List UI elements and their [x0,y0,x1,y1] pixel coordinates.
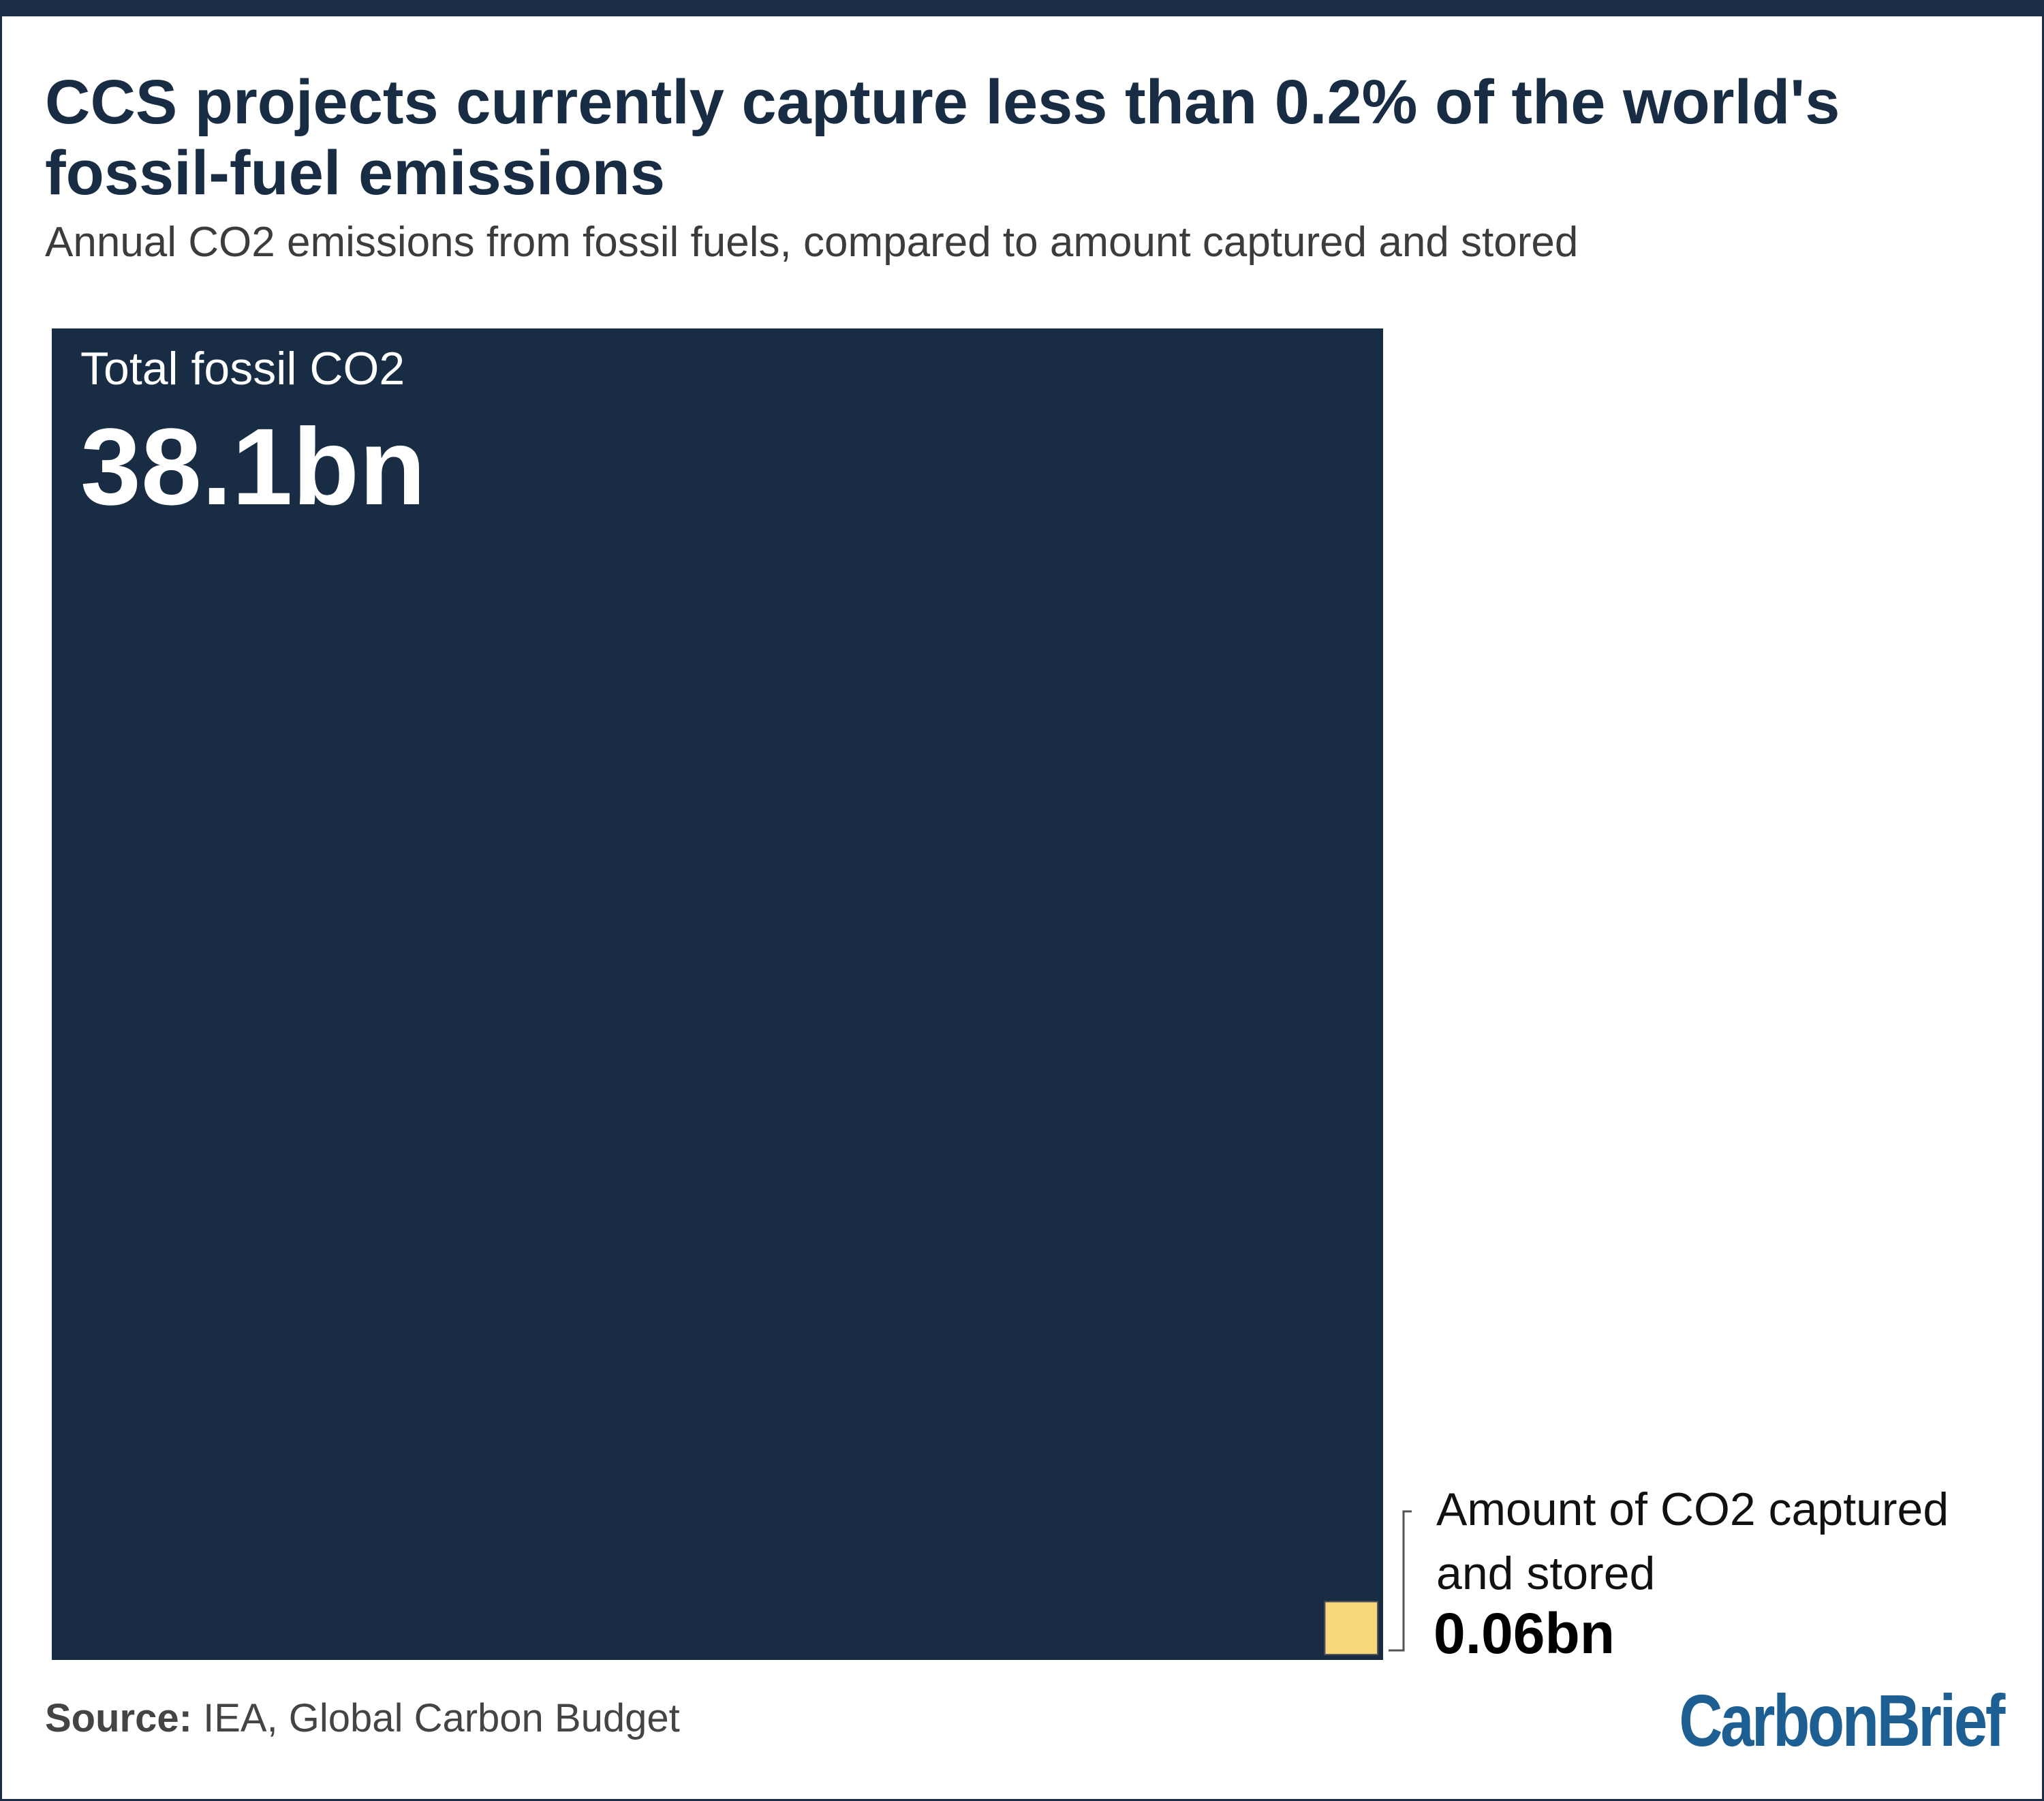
captured-callout-connector [1389,1510,1412,1652]
total-fossil-co2-label: Total fossil CO2 [80,343,405,395]
carbonbrief-logo: CarbonBrief [1679,1679,2005,1761]
total-fossil-co2-value: 38.1bn [80,405,426,527]
captured-co2-label-line-2: and stored [1436,1548,1655,1599]
total-fossil-co2-square [52,328,1383,1660]
captured-co2-value: 0.06bn [1434,1601,1615,1665]
captured-co2-square [1324,1601,1379,1655]
source-label: Source: [45,1696,192,1740]
source-note: Source: IEA, Global Carbon Budget [45,1691,680,1746]
chart-title: CCS projects currently capture less than… [45,67,1840,208]
captured-co2-label-line-1: Amount of CO2 captured [1436,1483,1949,1535]
source-text: IEA, Global Carbon Budget [203,1696,680,1740]
chart-subtitle: Annual CO2 emissions from fossil fuels, … [45,219,1579,266]
